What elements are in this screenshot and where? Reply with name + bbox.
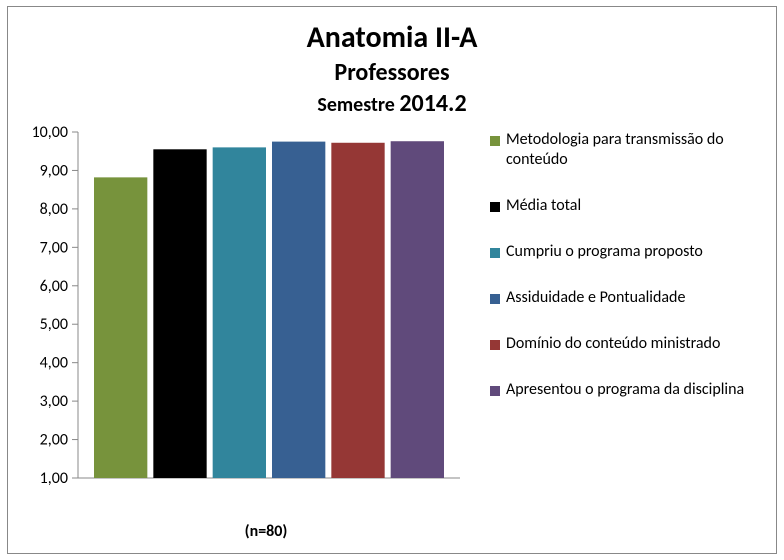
svg-text:2,00: 2,00	[40, 431, 68, 450]
semester-prefix: Semestre	[317, 93, 395, 117]
svg-text:1,00: 1,00	[40, 469, 68, 486]
svg-text:7,00: 7,00	[40, 238, 68, 257]
legend-item: Cumpriu o programa proposto	[490, 242, 758, 262]
svg-text:3,00: 3,00	[40, 392, 68, 411]
chart-body: 1,00 2,00 3,00 4,00 5,00 6,00 7,00 8,00 9,00 10,0…	[26, 126, 758, 541]
legend-swatch	[490, 248, 500, 258]
chart-title-semester: Semestre 2014.2	[26, 89, 758, 118]
legend-swatch	[490, 386, 500, 396]
svg-text:10,00: 10,00	[32, 126, 68, 142]
chart-container: Anatomia II-A Professores Semestre 2014.…	[7, 6, 777, 554]
legend-item: Apresentou o programa da disciplina	[490, 380, 758, 400]
legend-label: Assiduidade e Pontualidade	[506, 288, 685, 308]
plot-svg-wrap: 1,00 2,00 3,00 4,00 5,00 6,00 7,00 8,00 9,00 10,0…	[26, 126, 466, 518]
semester-year: 2014.2	[399, 89, 466, 118]
svg-text:8,00: 8,00	[40, 200, 68, 219]
legend-label: Domínio do conteúdo ministrado	[506, 334, 720, 354]
svg-text:5,00: 5,00	[40, 315, 68, 334]
bar-chart-svg: 1,00 2,00 3,00 4,00 5,00 6,00 7,00 8,00 9,00 10,0…	[26, 126, 466, 486]
title-block: Anatomia II-A Professores Semestre 2014.…	[26, 19, 758, 118]
legend-item: Domínio do conteúdo ministrado	[490, 334, 758, 354]
legend-item: Metodologia para transmissão do conteúdo	[490, 130, 758, 170]
legend-swatch	[490, 340, 500, 350]
legend-swatch	[490, 294, 500, 304]
svg-text:6,00: 6,00	[40, 277, 68, 296]
plot-area: 1,00 2,00 3,00 4,00 5,00 6,00 7,00 8,00 9,00 10,0…	[26, 126, 466, 541]
legend-label: Metodologia para transmissão do conteúdo	[506, 130, 758, 170]
svg-text:9,00: 9,00	[40, 161, 68, 180]
legend-swatch	[490, 202, 500, 212]
chart-title-sub: Professores	[26, 58, 758, 87]
legend-label: Cumpriu o programa proposto	[506, 242, 703, 262]
legend-label: Apresentou o programa da disciplina	[506, 380, 744, 400]
legend-swatch	[490, 136, 500, 146]
legend-label: Média total	[506, 196, 581, 216]
legend-item: Média total	[490, 196, 758, 216]
x-axis-label: (n=80)	[26, 522, 466, 541]
legend: Metodologia para transmissão do conteúdo…	[466, 126, 758, 541]
svg-text:4,00: 4,00	[40, 354, 68, 373]
legend-item: Assiduidade e Pontualidade	[490, 288, 758, 308]
chart-title-main: Anatomia II-A	[26, 19, 758, 56]
